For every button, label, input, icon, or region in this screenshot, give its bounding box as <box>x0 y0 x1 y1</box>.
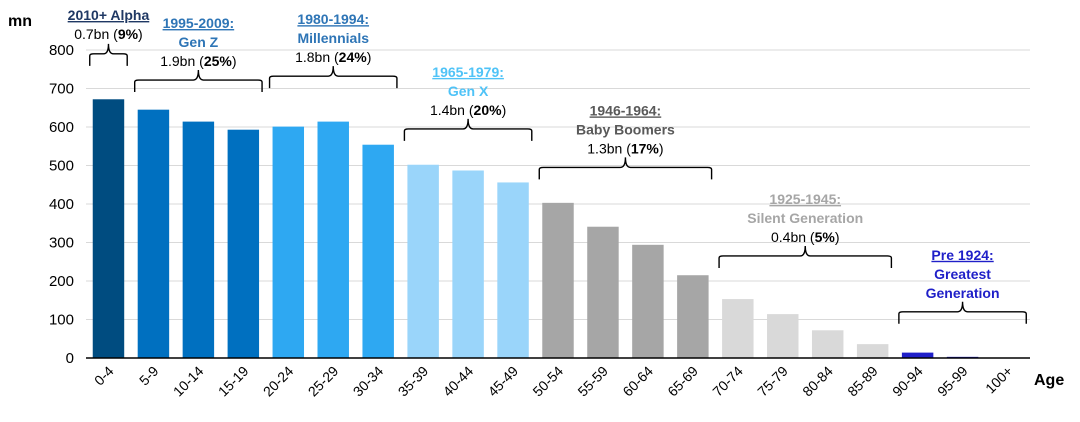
generation-label-line: 1980-1994: <box>297 11 369 27</box>
generation-annotations: 2010+ Alpha 0.7bn (9%) 1995-2009: Gen Z 1.9b… <box>68 7 1000 301</box>
generation-label-line: Gen X <box>448 83 489 99</box>
bar-30-34 <box>362 144 394 358</box>
generation-brace <box>898 301 1027 324</box>
x-tick-label: 60-64 <box>619 363 656 400</box>
y-tick-label: 0 <box>66 350 74 367</box>
generation-label-line: 1946-1964: <box>590 102 662 118</box>
bar-35-39 <box>407 164 439 358</box>
generation-brace <box>89 43 128 66</box>
generation-brace <box>403 118 533 141</box>
x-tick-label: 30-34 <box>350 363 387 400</box>
y-tick-label: 700 <box>49 81 74 98</box>
y-tick-label: 800 <box>49 42 74 59</box>
x-tick-label: 90-94 <box>889 363 926 400</box>
x-tick-label: 100+ <box>982 363 1016 397</box>
bar-60-64 <box>632 244 664 358</box>
generation-label-line: 0.4bn (5%) <box>771 229 840 245</box>
y-tick-label: 200 <box>49 273 74 290</box>
bar-80-84 <box>811 330 844 358</box>
generation-label-line: Generation <box>926 285 1000 301</box>
bar-45-49 <box>497 182 529 358</box>
y-tick-label: 100 <box>49 312 74 329</box>
bar-5-9 <box>137 109 170 358</box>
generation-label-line: 1.3bn (17%) <box>587 140 663 156</box>
generation-label-line: 1.8bn (24%) <box>295 49 371 65</box>
x-tick-label: 75-79 <box>754 363 791 400</box>
y-axis-ticks: 0 100 200 300 400 500 600 700 800 <box>49 42 74 367</box>
x-tick-label: 35-39 <box>395 363 432 400</box>
generation-label-line: 0.7bn (9%) <box>74 26 143 42</box>
bar-85-89 <box>856 344 889 358</box>
bar-65-69 <box>677 275 709 358</box>
y-tick-label: 300 <box>49 235 74 252</box>
generation-label-line: Silent Generation <box>747 210 863 226</box>
x-tick-label: 70-74 <box>709 363 746 400</box>
bar-10-14 <box>182 121 215 358</box>
x-tick-label: 95-99 <box>934 363 971 400</box>
generation-braces <box>89 43 1027 324</box>
bar-20-24 <box>272 126 305 359</box>
x-tick-label: 80-84 <box>799 363 836 400</box>
generation-label-line: 1995-2009: <box>163 15 235 31</box>
generation-label-line: Greatest <box>934 266 991 282</box>
generation-label-line: 1.4bn (20%) <box>430 102 506 118</box>
x-tick-label: 55-59 <box>574 363 611 400</box>
generation-brace <box>133 70 263 93</box>
x-tick-label: 45-49 <box>485 363 522 400</box>
x-tick-label: 15-19 <box>215 363 252 400</box>
bar-50-54 <box>542 202 574 358</box>
generation-brace <box>268 66 398 89</box>
y-tick-label: 500 <box>49 158 74 175</box>
x-tick-label: 40-44 <box>440 363 477 400</box>
generation-label-line: 1965-1979: <box>432 64 504 80</box>
bar-70-74 <box>722 299 754 358</box>
bar-40-44 <box>452 170 484 358</box>
generation-brace <box>718 245 893 268</box>
x-tick-label: 50-54 <box>529 363 566 400</box>
bar-90-94 <box>901 352 934 358</box>
x-axis-ticks: 0-4 5-9 10-14 15-19 20-24 25-29 30-34 35-39 40-4… <box>91 363 1016 400</box>
x-tick-label: 5-9 <box>136 363 162 389</box>
y-tick-label: 400 <box>49 196 74 213</box>
generation-label-line: 1925-1945: <box>769 191 841 207</box>
generation-brace <box>538 157 713 180</box>
generation-label-line: Pre 1924: <box>931 247 993 263</box>
generation-label-line: Gen Z <box>179 34 219 50</box>
bar-75-79 <box>767 314 799 358</box>
generation-label-line: 1.9bn (25%) <box>160 53 236 69</box>
generation-label-line: 2010+ Alpha <box>68 7 150 23</box>
x-tick-label: 0-4 <box>91 363 117 389</box>
generation-label-line: Millennials <box>297 30 369 46</box>
y-axis-label: mn <box>8 13 32 30</box>
bar-0-4 <box>92 99 125 358</box>
x-tick-label: 10-14 <box>170 363 207 400</box>
x-axis-label: Age <box>1034 372 1064 389</box>
x-tick-label: 65-69 <box>664 363 701 400</box>
x-tick-label: 20-24 <box>260 363 297 400</box>
bar-55-59 <box>587 226 619 358</box>
bar-25-29 <box>317 121 349 358</box>
y-tick-label: 600 <box>49 119 74 136</box>
x-tick-label: 25-29 <box>305 363 342 400</box>
bar-15-19 <box>227 129 260 358</box>
generation-label-line: Baby Boomers <box>576 121 675 137</box>
bars <box>92 99 1024 359</box>
x-tick-label: 85-89 <box>844 363 881 400</box>
